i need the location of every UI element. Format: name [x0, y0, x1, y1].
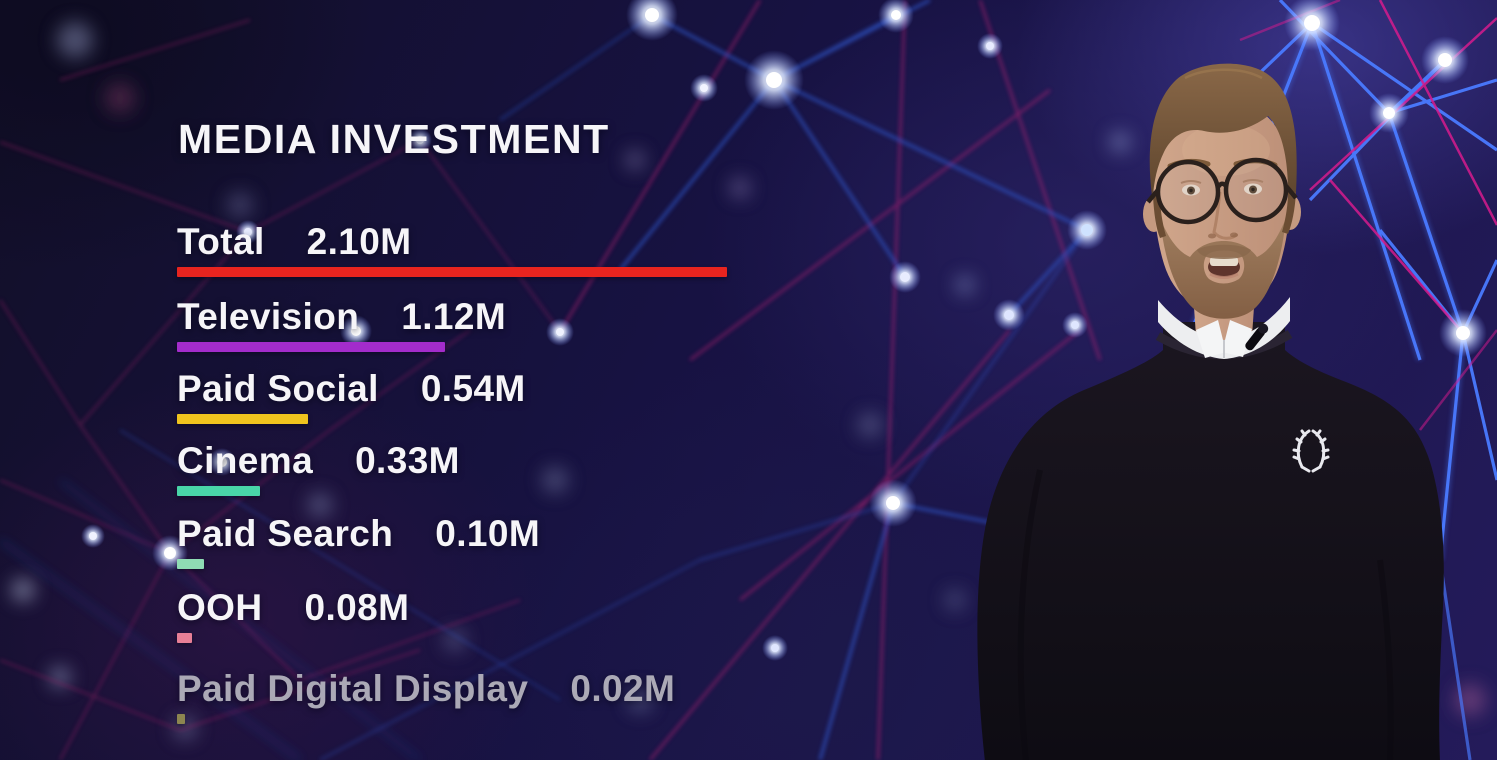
chart-row-paid-search: Paid Search 0.10M: [177, 515, 540, 569]
presenter-hair: [1149, 63, 1297, 196]
bar-paid-search: [177, 559, 204, 569]
bar-paid-digital-display: [177, 714, 185, 724]
chart-row-paid-digital-display: Paid Digital Display 0.02M: [177, 670, 675, 724]
presenter-mouth: [1208, 257, 1240, 279]
value-label: 0.54M: [420, 368, 526, 409]
blue-web: [0, 0, 1181, 760]
category-label: Paid Search: [177, 513, 394, 554]
chart-row-ooh: OOH 0.08M: [177, 589, 409, 643]
laser-cluster: [1176, 0, 1497, 760]
value-label: 1.12M: [401, 296, 507, 337]
bar-television: [177, 342, 445, 352]
category-label: Paid Social: [177, 368, 379, 409]
chart-row-television: Television 1.12M: [177, 298, 506, 352]
chart-row-total: Total 2.10M: [177, 223, 727, 277]
presenter-body: [977, 63, 1444, 760]
chart-row-paid-social: Paid Social 0.54M: [177, 370, 526, 424]
presenter-beard: [1160, 218, 1286, 319]
network-nodes: [81, 0, 1487, 661]
category-label: Paid Digital Display: [177, 668, 529, 709]
presenter-nose: [1212, 191, 1239, 240]
category-label: OOH: [177, 587, 263, 628]
value-label: 0.33M: [355, 440, 460, 481]
presenter-head: [1143, 63, 1301, 319]
bar-cinema: [177, 486, 260, 496]
bar-ooh: [177, 633, 192, 643]
value-label: 0.08M: [304, 587, 410, 628]
dim-magenta-web: [0, 19, 561, 760]
category-label: Cinema: [177, 440, 314, 481]
value-label: 0.10M: [435, 513, 541, 554]
presenter-eyes: [1180, 179, 1264, 196]
page-title: MEDIA INVESTMENT: [178, 116, 610, 162]
category-label: Total: [177, 221, 265, 262]
value-label: 0.02M: [570, 668, 676, 709]
chart-row-cinema: Cinema 0.33M: [177, 442, 460, 496]
presenter-sweater: [977, 322, 1444, 760]
laurel-wreath-logo: [1292, 429, 1330, 473]
category-label: Television: [177, 296, 360, 337]
bar-total: [177, 267, 727, 277]
presenter-glasses-icon: [1146, 157, 1298, 225]
lapel-mic: [1245, 323, 1269, 351]
bar-paid-social: [177, 414, 308, 424]
value-label: 2.10M: [306, 221, 412, 262]
